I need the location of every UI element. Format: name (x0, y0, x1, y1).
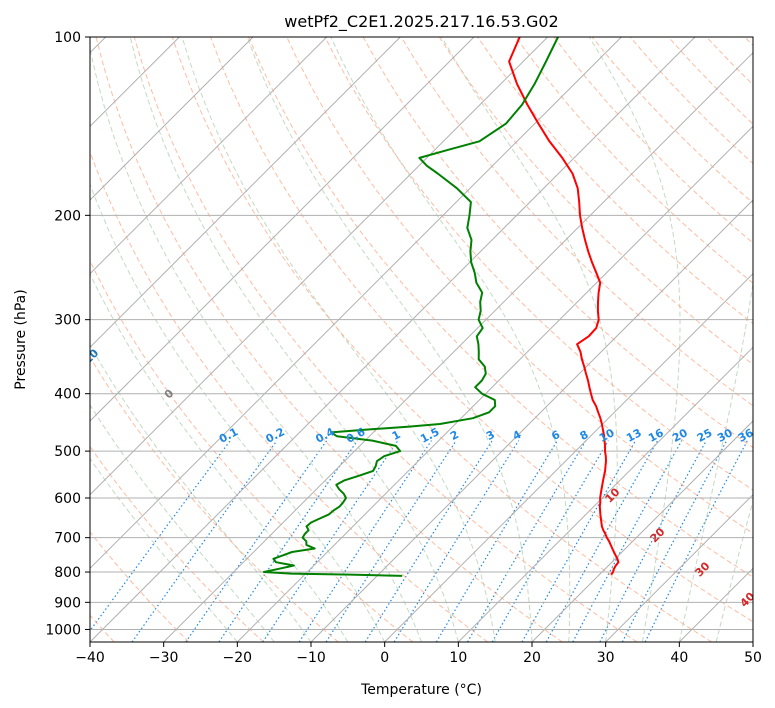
dewpoint-profile (262, 37, 559, 577)
mixing-ratio-label: 25 (695, 426, 715, 445)
y-tick-label: 500 (54, 444, 81, 460)
temperature-profile (508, 37, 620, 576)
isotherm (236, 125, 753, 642)
isotherm (90, 37, 475, 422)
moist-adiabat (90, 46, 422, 642)
mixing-ratio-label: 13 (624, 426, 644, 445)
x-axis-title: Temperature (°C) (360, 682, 482, 698)
isotherm (90, 37, 254, 201)
moist-adiabat (90, 272, 349, 642)
dry-adiabat (248, 37, 753, 578)
pressure-gridlines (90, 37, 753, 630)
x-tick-label: 20 (523, 650, 541, 666)
dry-adiabat (171, 37, 712, 642)
y-tick-label: 700 (54, 531, 81, 547)
moist-adiabat (588, 37, 681, 642)
dry-adiabat (438, 37, 753, 366)
x-tick-label: −10 (296, 650, 326, 666)
x-tick-label: −40 (75, 650, 105, 666)
mixing-ratio-line (298, 440, 432, 642)
y-tick-label: 100 (54, 30, 81, 46)
sounding-series (262, 37, 620, 577)
mixing-ratio-line (325, 440, 457, 642)
isotherm (310, 199, 753, 642)
axes: −40 −30 −20 −10 0 10 20 30 40 50 100 200 300 400 500 60… (45, 30, 762, 666)
mixing-ratio-line (90, 440, 231, 632)
isotherm (605, 493, 753, 642)
y-axis-title: Pressure (hPa) (13, 289, 29, 389)
y-tick-label: 1000 (45, 622, 81, 638)
y-tick-label: 900 (54, 595, 81, 611)
y-tick-label: 800 (54, 565, 81, 581)
mixing-ratio-label: 30 (715, 426, 735, 445)
dry-adiabat (90, 531, 190, 642)
dry-adiabat (90, 445, 264, 642)
isotherm (163, 51, 753, 642)
moist-adiabat (678, 280, 753, 642)
moist-adiabat (441, 37, 618, 642)
isotherm (531, 420, 753, 642)
x-tick-label: −30 (149, 650, 179, 666)
isotherms (90, 37, 753, 642)
dry-adiabat (90, 150, 488, 642)
mixing-ratio-label: 10 (597, 426, 617, 445)
dry-adiabat (515, 37, 753, 284)
moist-adiabat (90, 457, 238, 642)
dry-adiabat-label: -10 (78, 346, 101, 369)
x-tick-label: −20 (223, 650, 253, 666)
x-tick-label: 50 (744, 650, 762, 666)
chart-title: wetPf2_C2E1.2025.217.16.53.G02 (284, 12, 558, 32)
y-tick-label: 200 (54, 208, 81, 224)
isotherm (90, 37, 401, 349)
moist-adiabat (246, 37, 533, 642)
y-tick-label: 600 (54, 491, 81, 507)
moist-adiabats (90, 37, 753, 642)
isotherm (384, 272, 753, 642)
x-tick-label: 30 (597, 650, 615, 666)
isotherm (90, 37, 549, 496)
x-tick-label: 40 (670, 650, 688, 666)
mixing-ratio-line (185, 440, 328, 642)
mixing-ratio-line (131, 440, 278, 642)
isotherm (90, 37, 622, 570)
dry-adiabat (133, 37, 638, 642)
x-tick-label: 0 (380, 650, 389, 666)
mixing-ratio-label: 16 (646, 426, 666, 445)
isotherm (457, 346, 753, 642)
dry-adiabat (210, 37, 753, 623)
isotherm (90, 37, 328, 275)
mixing-ratio-line (572, 440, 683, 642)
mixing-ratio-line (364, 440, 493, 642)
y-tick-label: 400 (54, 387, 81, 403)
plot-area: 0.10.20.40.611.52346810131620253036-100-… (78, 37, 756, 642)
mixing-ratio-line (435, 440, 558, 642)
x-tick-label: 10 (449, 650, 467, 666)
y-tick-label: 300 (54, 313, 81, 329)
mixing-ratio-line (644, 440, 748, 642)
dry-adiabat (90, 356, 339, 642)
moist-adiabat (715, 499, 753, 642)
mixing-ratio-label: 36 (736, 426, 756, 445)
moist-adiabat (330, 37, 571, 642)
mixing-ratio-line (466, 440, 587, 642)
mixing-ratio-label: 20 (670, 426, 690, 445)
plot-frame (89, 36, 754, 643)
isotherm (90, 37, 696, 642)
dry-adiabat (95, 37, 563, 642)
mixing-ratio-line (521, 440, 637, 642)
moist-adiabat (181, 37, 496, 642)
moist-adiabat (129, 37, 459, 642)
moist-adiabat (90, 404, 275, 642)
mixing-ratio-line (262, 440, 399, 642)
mixing-ratio-line (491, 440, 609, 642)
dry-adiabat (324, 37, 753, 491)
